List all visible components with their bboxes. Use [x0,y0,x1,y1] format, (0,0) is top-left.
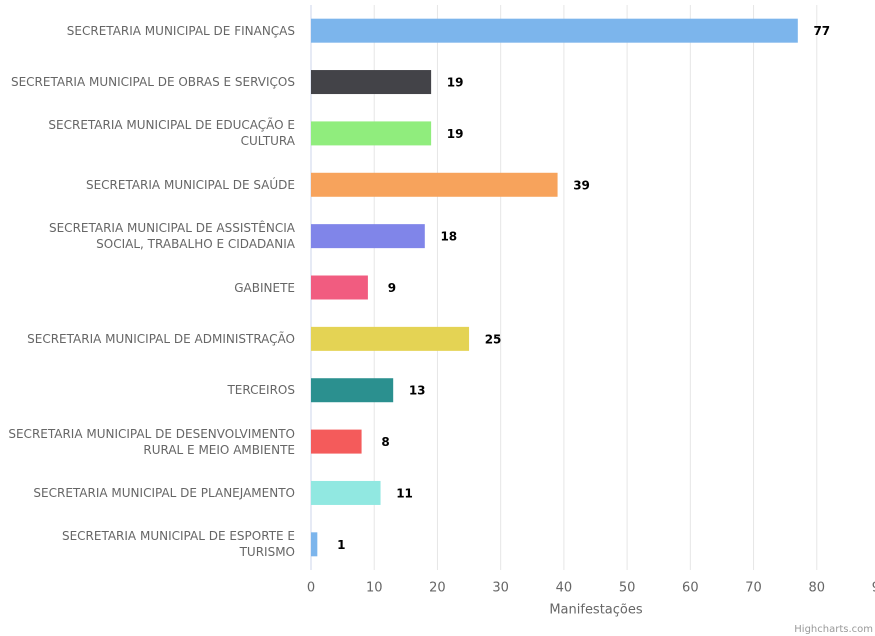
x-tick-label: 10 [366,581,383,596]
bar [311,378,394,403]
x-tick-label: 20 [429,581,446,596]
data-label: 8 [381,435,389,449]
y-tick-label: SECRETARIA MUNICIPAL DE ESPORTE E TURISM… [61,529,295,560]
data-label: 18 [440,230,457,244]
data-label: 13 [409,384,426,398]
x-tick-label: 50 [619,581,636,596]
x-axis-title: Manifestações [549,603,643,618]
x-tick-label: 60 [682,581,699,596]
data-label: 39 [573,178,590,192]
y-tick-label: SECRETARIA MUNICIPAL DE DESENVOLVIMENTO … [8,426,295,457]
bar [311,429,362,454]
data-label: 25 [485,332,502,346]
x-tick-label: 80 [809,581,826,596]
bar [311,70,432,95]
x-tick-label: 0 [307,581,315,596]
bar [311,224,425,249]
x-tick-label: 70 [745,581,762,596]
bar [311,480,381,505]
bar [311,326,470,351]
bar [311,172,558,197]
y-tick-label: SECRETARIA MUNICIPAL DE FINANÇAS [66,23,295,38]
bar [311,18,798,43]
data-label: 19 [447,127,464,141]
bar [311,275,368,300]
data-label: 19 [447,76,464,90]
y-tick-label: SECRETARIA MUNICIPAL DE SAÚDE [85,177,295,192]
y-tick-label: SECRETARIA MUNICIPAL DE OBRAS E SERVIÇOS [10,75,295,90]
x-tick-label: 90 [872,581,875,596]
data-label: 9 [388,281,396,295]
y-tick-label: TERCEIROS [227,383,295,398]
data-label: 77 [813,24,830,38]
y-tick-label: SECRETARIA MUNICIPAL DE ASSISTÊNCIA SOCI… [48,221,295,252]
y-tick-label: SECRETARIA MUNICIPAL DE ADMINISTRAÇÃO [27,331,295,346]
y-tick-label: GABINETE [234,280,295,295]
bar [311,532,318,557]
x-tick-label: 30 [492,581,509,596]
credits: Highcharts.com [794,624,873,635]
y-tick-label: SECRETARIA MUNICIPAL DE PLANEJAMENTO [33,485,295,500]
bar [311,121,432,146]
data-label: 1 [337,538,345,552]
data-label: 11 [396,486,413,500]
y-tick-label: SECRETARIA MUNICIPAL DE EDUCAÇÃO E CULTU… [48,118,295,149]
x-tick-label: 40 [556,581,573,596]
